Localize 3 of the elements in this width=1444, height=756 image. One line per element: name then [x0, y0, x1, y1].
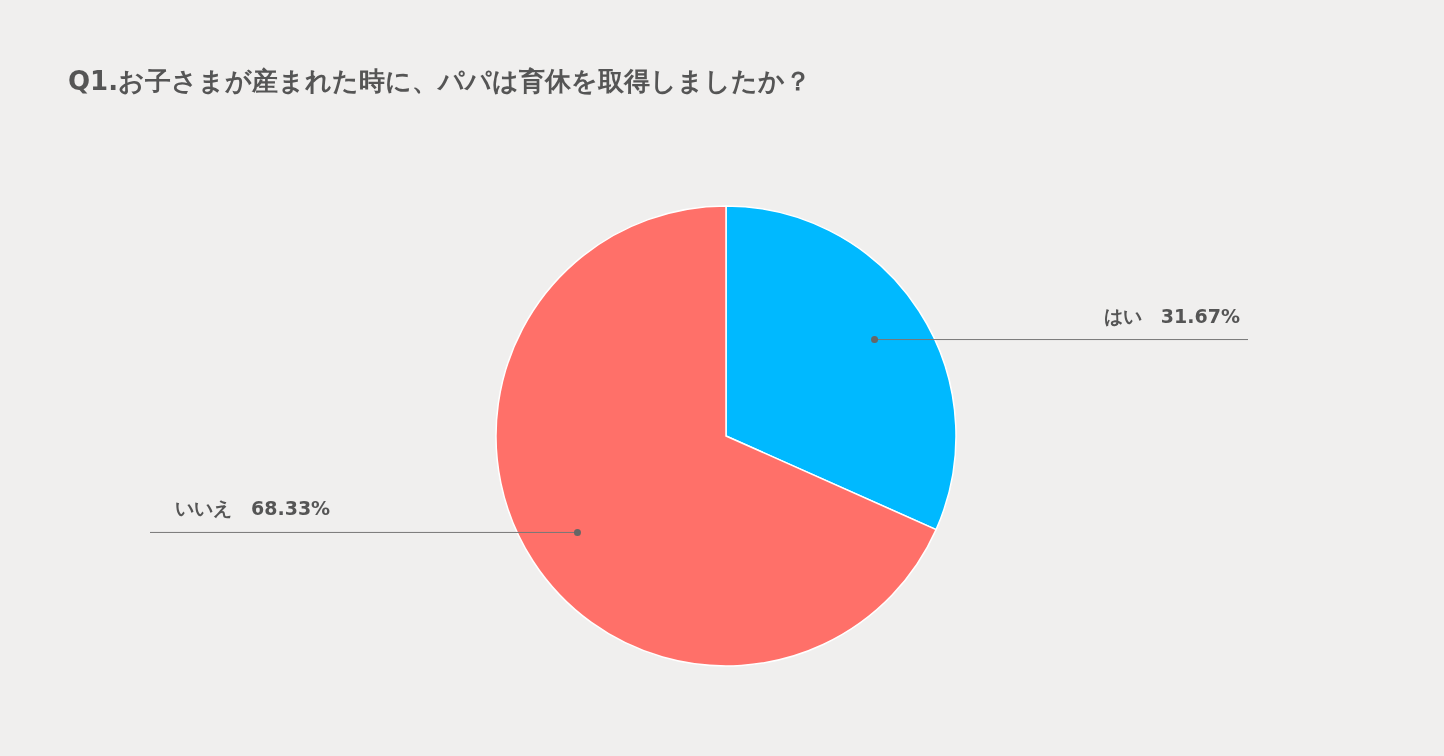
- chart-title: Q1.お子さまが産まれた時に、パパは育休を取得しましたか？: [68, 66, 812, 96]
- slice-label: はい 31.67%: [1103, 304, 1240, 327]
- slice-label: いいえ 68.33%: [175, 497, 331, 520]
